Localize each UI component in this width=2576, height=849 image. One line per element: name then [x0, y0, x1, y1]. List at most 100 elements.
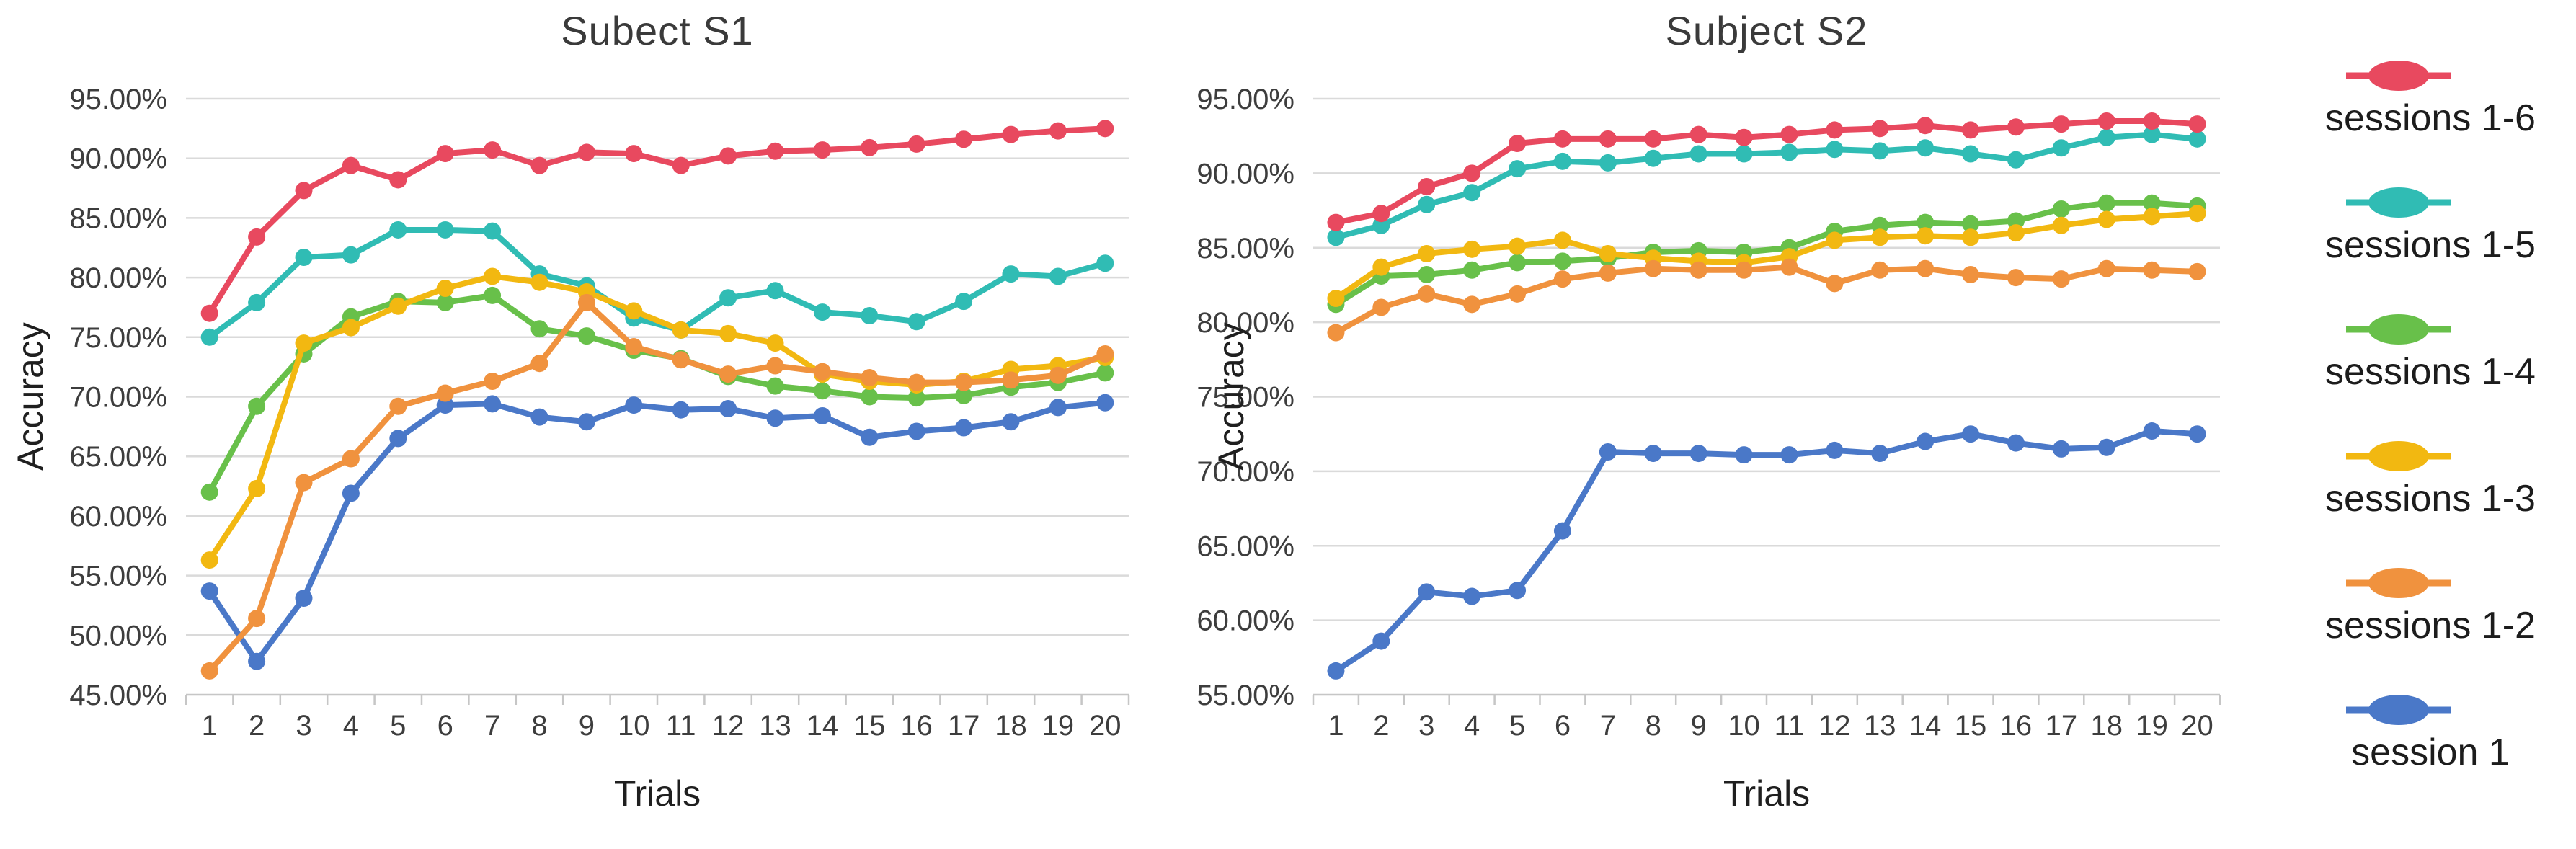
x-tick-label: 18: [2091, 710, 2123, 742]
data-point: [200, 551, 218, 569]
series-sessions-1-2: [1327, 258, 2206, 342]
data-point: [577, 143, 595, 161]
y-tick-label: 55.00%: [69, 561, 167, 592]
series-sessions-1-2: [200, 293, 1114, 680]
data-point: [530, 156, 548, 174]
data-point: [813, 141, 831, 159]
x-tick-label: 15: [1955, 710, 1987, 742]
data-point: [1689, 125, 1707, 143]
data-point: [200, 662, 218, 680]
x-tick-label: 4: [1464, 710, 1480, 742]
x-tick-label: 19: [1042, 710, 1075, 742]
x-tick-label: 20: [1089, 710, 1122, 742]
data-point: [766, 142, 784, 160]
data-point: [530, 320, 548, 338]
data-point: [2097, 438, 2115, 456]
data-point: [1327, 324, 1345, 342]
data-point: [2143, 194, 2161, 212]
data-point: [1962, 145, 1980, 163]
data-point: [389, 171, 407, 189]
legend-label: sessions 1-3: [2325, 478, 2536, 520]
data-point: [1735, 446, 1753, 464]
data-point: [2097, 259, 2115, 277]
data-point: [1826, 275, 1844, 293]
y-tick-label: 90.00%: [1196, 158, 1294, 190]
chart-title-s2: Subject S2: [1665, 8, 1868, 53]
data-point: [1049, 122, 1067, 140]
data-point: [342, 246, 360, 264]
data-point: [625, 302, 643, 320]
legend-marker-icon: [2346, 695, 2451, 725]
legend-label: sessions 1-2: [2325, 605, 2536, 646]
data-point: [389, 430, 407, 448]
data-point: [955, 293, 973, 311]
data-point: [1327, 213, 1345, 231]
legend-dot: [2368, 568, 2429, 598]
data-point: [1689, 145, 1707, 163]
data-point: [907, 389, 925, 407]
x-axis-ticks: [185, 695, 1130, 705]
series-sessions-1-4: [1327, 194, 2206, 314]
data-point: [342, 319, 360, 337]
data-point: [436, 396, 454, 414]
data-point: [1096, 345, 1114, 363]
legend-item-sessions-1-4: sessions 1-4: [2325, 311, 2536, 394]
data-point: [200, 328, 218, 346]
data-point: [1002, 413, 1020, 431]
y-tick-label: 90.00%: [69, 143, 167, 175]
x-axis-label-s2: Trials: [1723, 773, 1811, 814]
data-point: [672, 156, 690, 174]
y-tick-label: 75.00%: [69, 322, 167, 354]
data-point: [436, 145, 454, 163]
x-tick-label: 15: [853, 710, 886, 742]
data-point: [1463, 184, 1481, 202]
series-sessions-1-5: [1327, 125, 2206, 246]
y-tick-label: 85.00%: [69, 203, 167, 234]
data-point: [1509, 582, 1527, 600]
data-point: [484, 395, 502, 413]
data-point: [577, 413, 595, 431]
data-point: [1463, 261, 1481, 279]
x-tick-label: 2: [249, 710, 265, 742]
legend-dot: [2368, 61, 2429, 91]
data-point: [436, 279, 454, 297]
legend-item-session-1: session 1: [2346, 692, 2510, 774]
y-tick-label: 70.00%: [69, 382, 167, 414]
data-point: [1599, 443, 1617, 461]
data-point: [530, 355, 548, 373]
data-point: [2143, 112, 2161, 130]
y-tick-label: 60.00%: [69, 501, 167, 533]
y-tick-label: 65.00%: [1196, 530, 1294, 562]
data-point: [248, 479, 266, 497]
data-point: [1826, 231, 1844, 249]
data-point: [295, 182, 313, 200]
x-tick-label: 17: [2046, 710, 2078, 742]
data-point: [861, 138, 879, 156]
data-point: [1826, 441, 1844, 459]
legend-item-sessions-1-6: sessions 1-6: [2325, 58, 2536, 140]
data-point: [1962, 425, 1980, 443]
data-point: [1418, 195, 1436, 213]
series-sessions-1-6: [200, 120, 1114, 322]
data-point: [1418, 177, 1436, 195]
data-point: [530, 273, 548, 291]
data-point: [1049, 366, 1067, 384]
data-point: [1871, 261, 1889, 279]
data-point: [1002, 125, 1020, 143]
data-point: [719, 365, 737, 383]
data-point: [955, 373, 973, 391]
data-point: [766, 334, 784, 352]
data-point: [1418, 245, 1436, 263]
data-point: [389, 397, 407, 415]
x-tick-label: 11: [666, 710, 696, 742]
data-point: [1780, 258, 1798, 276]
data-point: [484, 267, 502, 285]
data-point: [248, 652, 266, 670]
data-point: [766, 377, 784, 395]
data-point: [1327, 662, 1345, 680]
legend-label: sessions 1-6: [2325, 97, 2536, 139]
data-point: [813, 303, 831, 321]
data-point: [295, 590, 313, 608]
legend-dot: [2368, 695, 2429, 725]
data-point: [436, 221, 454, 239]
